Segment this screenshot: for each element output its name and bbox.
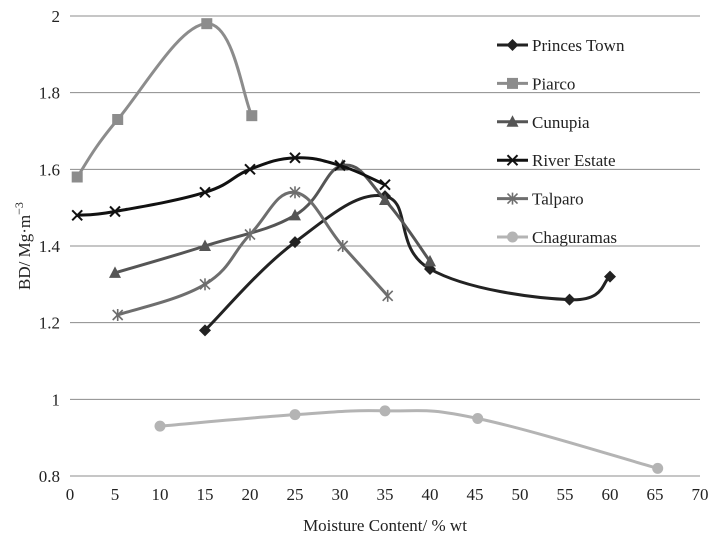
y-axis-title-main: BD/ Mg·m	[15, 215, 34, 290]
data-point-circle	[379, 405, 391, 417]
x-tick-label: 50	[512, 485, 529, 504]
x-tick-label: 15	[197, 485, 214, 504]
data-point-star	[244, 228, 256, 241]
series-line	[116, 190, 390, 317]
legend-item: Piarco	[497, 74, 575, 93]
y-tick-label: 1.4	[39, 237, 61, 256]
y-axis-ticks: 0.8 1 1.2 1.4 1.6 1.8 2	[39, 7, 61, 486]
data-point-square	[201, 18, 213, 30]
legend-label: River Estate	[532, 151, 616, 170]
data-point-x	[199, 186, 211, 199]
x-axis-title: Moisture Content/ % wt	[303, 516, 467, 535]
y-axis-title: BD/ Mg·m−3	[12, 202, 34, 290]
data-point-diamond	[563, 293, 576, 306]
legend-item: Cunupia	[497, 113, 590, 132]
x-tick-label: 5	[111, 485, 120, 504]
data-point-circle	[289, 409, 301, 421]
data-point-circle	[652, 462, 664, 474]
series-talparo	[112, 186, 394, 321]
data-point-triangle	[379, 193, 391, 205]
data-point-circle	[154, 420, 166, 432]
legend-item: Chaguramas	[497, 228, 617, 247]
x-tick-label: 35	[377, 485, 394, 504]
legend-label: Cunupia	[532, 113, 590, 132]
data-point-circle	[472, 413, 484, 424]
legend-marker	[506, 39, 519, 51]
data-point-triangle	[109, 266, 121, 278]
legend-marker	[506, 154, 519, 166]
data-point-diamond	[199, 324, 211, 337]
data-point-diamond	[289, 236, 301, 249]
series-chaguramas	[154, 405, 664, 474]
data-point-star	[382, 289, 394, 302]
data-point-square	[112, 114, 124, 125]
x-tick-label: 0	[66, 485, 75, 504]
gridlines	[70, 15, 700, 400]
data-point-x	[71, 209, 83, 222]
data-point-x	[379, 178, 391, 191]
legend-marker	[507, 231, 518, 243]
legend-label: Piarco	[532, 74, 575, 93]
data-point-x	[109, 205, 121, 218]
data-point-triangle	[289, 208, 301, 221]
series-group	[71, 18, 664, 474]
legend-label: Princes Town	[532, 36, 625, 55]
data-point-triangle	[424, 254, 436, 267]
y-tick-label: 1.8	[39, 84, 60, 103]
data-point-star	[199, 278, 211, 291]
data-point-x	[289, 152, 301, 164]
x-tick-label: 60	[602, 485, 619, 504]
x-axis-ticks: 0 5 10 15 20 25 30 35 40 45 50 55 60 65 70	[66, 485, 709, 504]
y-tick-label: 1	[52, 390, 61, 409]
legend-marker	[507, 77, 518, 89]
legend-marker	[506, 115, 519, 127]
legend-item: Princes Town	[497, 36, 625, 55]
y-tick-label: 1.6	[39, 160, 60, 179]
x-tick-label: 40	[422, 485, 439, 504]
series-line	[75, 22, 254, 179]
legend-item: Talparo	[497, 190, 584, 209]
y-tick-label: 0.8	[39, 467, 60, 486]
x-tick-label: 65	[647, 485, 664, 504]
series-princes-town	[199, 190, 616, 337]
x-tick-label: 70	[692, 485, 709, 504]
data-point-star	[289, 186, 301, 199]
legend-label: Chaguramas	[532, 228, 617, 247]
data-point-star	[112, 309, 124, 321]
x-tick-label: 25	[287, 485, 304, 504]
x-tick-label: 30	[332, 485, 349, 504]
data-point-square	[71, 171, 83, 183]
data-point-diamond	[604, 270, 616, 283]
series-line	[158, 409, 660, 470]
series-river-estate	[71, 152, 391, 222]
legend-marker	[506, 192, 519, 205]
x-tick-label: 45	[467, 485, 484, 504]
legend-label: Talparo	[532, 190, 584, 209]
x-tick-label: 55	[557, 485, 574, 504]
data-point-x	[244, 163, 256, 176]
y-tick-label: 2	[52, 7, 61, 26]
y-tick-label: 1.2	[39, 314, 60, 333]
data-point-triangle	[199, 239, 211, 251]
legend: Princes Town Piarco Cunupia River Estate Tal…	[497, 36, 625, 247]
legend-item: River Estate	[497, 151, 616, 170]
data-point-square	[246, 110, 258, 122]
data-point-x	[334, 159, 346, 172]
x-tick-label: 20	[242, 485, 259, 504]
series-cunupia	[109, 159, 436, 278]
data-point-star	[337, 240, 349, 252]
series-piarco	[71, 18, 258, 183]
x-tick-label: 10	[152, 485, 169, 504]
y-axis-title-superscript: −3	[12, 202, 26, 215]
